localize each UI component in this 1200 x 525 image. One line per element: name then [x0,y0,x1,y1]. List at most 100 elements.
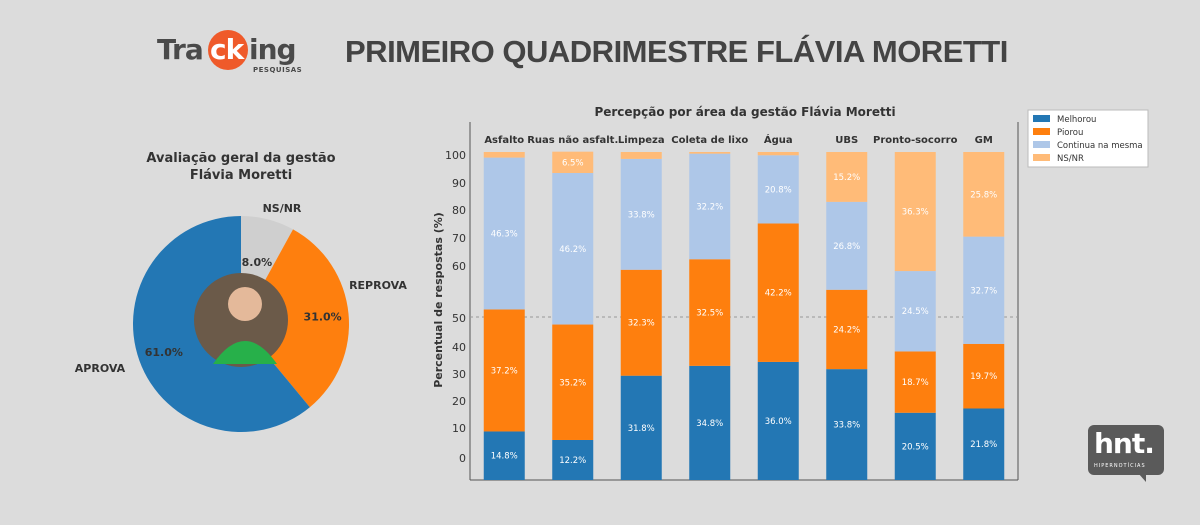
legend-label: Continua na mesma [1057,141,1143,151]
bar-data-label: 20.8% [765,185,792,195]
bar-data-label: 32.2% [696,202,723,212]
bar-segment-continua-na-mesma [757,155,799,224]
bar-segment-melhorou [483,431,525,480]
legend-label: Melhorou [1057,115,1096,125]
bar-data-label: 46.2% [559,245,586,255]
pie-title-line: Avaliação geral da gestão [146,151,335,166]
bar-segment-continua-na-mesma [963,236,1005,344]
bar-segment-piorou [894,351,936,413]
bar-data-label: 24.2% [833,325,860,335]
pie-title-line: Flávia Moretti [190,168,292,183]
bar-data-label: 35.2% [559,378,586,388]
y-tick-label: 30 [452,368,466,381]
pie-slice-label: APROVA [75,362,126,375]
bar-data-label: 21.8% [970,440,997,450]
bar-data-label: 25.8% [970,190,997,200]
bar-segment-melhorou [757,361,799,480]
bar-data-label: 6.5% [562,158,584,168]
y-tick-label: 10 [452,422,466,435]
bar-segment-melhorou [826,369,868,480]
bar-data-label: 42.2% [765,289,792,299]
bar-data-label: 15.2% [833,173,860,183]
y-axis-label: Percentual de respostas (%) [432,212,445,388]
bar-segment-piorou [757,223,799,362]
legend-label: Piorou [1057,128,1083,138]
bar-segment-piorou [483,309,525,432]
bar-data-label: 12.2% [559,456,586,466]
y-tick-label: 70 [452,232,466,245]
bar-segment-ns-nr [689,152,731,154]
bar-segment-ns-nr [552,151,594,173]
category-label: Limpeza [618,135,665,146]
bar-data-label: 33.8% [628,210,655,220]
bar-segment-continua-na-mesma [826,201,868,290]
legend-label: NS/NR [1057,154,1084,164]
logo-subtitle: PESQUISAS [253,66,303,74]
bar-segment-ns-nr [620,152,662,159]
logo-text-ing: ing [249,33,297,66]
bar-segment-melhorou [552,439,594,480]
pie-value-label: 61.0% [145,346,183,359]
bar-data-label: 20.5% [902,442,929,452]
bar-segment-ns-nr [894,152,936,272]
hnt-logo: hnt. HIPERNOTÍCIAS [1088,425,1164,482]
legend-swatch [1033,115,1050,122]
bar-data-label: 32.7% [970,286,997,296]
y-tick-label: 20 [452,395,466,408]
bar-segment-melhorou [620,375,662,480]
bar-data-label: 31.8% [628,424,655,434]
category-label: Água [764,133,793,146]
bar-segment-melhorou [894,412,936,480]
bar-data-label: 18.7% [902,378,929,388]
bar-data-label: 14.8% [491,452,518,462]
pie-slice-label: REPROVA [349,279,407,292]
bar-segment-continua-na-mesma [689,153,731,260]
bar-data-label: 33.8% [833,421,860,431]
bar-segment-ns-nr [826,152,868,202]
bar-chart-title: Percepção por área da gestão Flávia More… [594,105,895,119]
bar-segment-melhorou [689,365,731,480]
y-tick-label: 80 [452,204,466,217]
bar-segment-piorou [963,343,1005,409]
tracking-logo: Tra ck ing PESQUISAS [157,30,302,80]
category-label: Ruas não asfalt. [527,135,618,146]
category-label: Coleta de lixo [671,135,748,146]
category-label: Pronto-socorro [873,135,958,146]
category-label: GM [975,135,993,146]
bar-data-label: 36.3% [902,208,929,218]
y-tick-label: 60 [452,260,466,273]
bar-segment-ns-nr [483,152,525,158]
pie-slice-reprova [241,229,349,408]
y-tick-label: 100 [445,149,466,162]
bar-data-label: 36.0% [765,417,792,427]
bar-data-label: 26.8% [833,242,860,252]
y-tick-label: 40 [452,341,466,354]
pie-value-label: 8.0% [242,256,273,269]
logo-badge [208,30,248,70]
y-tick-label: 50 [452,312,466,325]
y-tick-label: 0 [459,452,466,465]
logo-text-tra: Tra [157,33,204,66]
bar-data-label: 19.7% [970,372,997,382]
pie-value-label: 31.0% [304,310,342,323]
bar-segment-piorou [689,259,731,366]
bar-segment-continua-na-mesma [894,271,936,352]
bar-segment-piorou [620,269,662,376]
bar-data-label: 34.8% [696,419,723,429]
bar-segment-ns-nr [757,152,799,156]
hnt-logo-word: hnt. [1094,427,1155,460]
hnt-logo-subtitle: HIPERNOTÍCIAS [1094,463,1146,469]
category-label: UBS [835,135,858,146]
bar-segment-continua-na-mesma [483,157,525,310]
bar-segment-piorou [552,324,594,440]
portrait-face [228,287,262,321]
pie-slice-label: NS/NR [263,202,302,215]
bar-data-label: 46.3% [491,230,518,240]
bar-data-label: 37.2% [491,366,518,376]
page-title: PRIMEIRO QUADRIMESTRE FLÁVIA MORETTI [345,34,1008,69]
bar-data-label: 32.5% [696,309,723,319]
bar-segment-ns-nr [963,152,1005,237]
bar-segment-piorou [826,289,868,370]
bar-segment-continua-na-mesma [552,172,594,325]
